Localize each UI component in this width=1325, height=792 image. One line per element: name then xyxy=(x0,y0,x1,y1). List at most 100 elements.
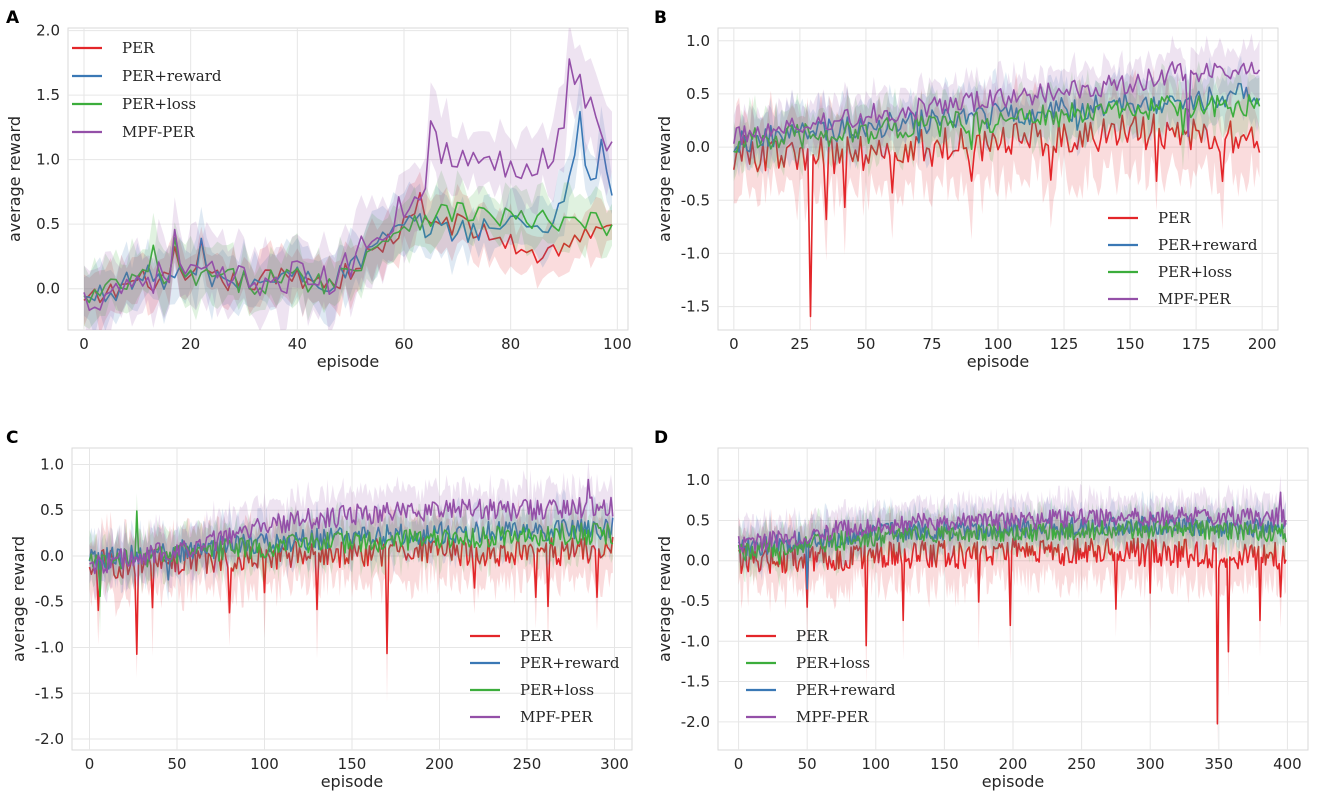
x-tick-label: 50 xyxy=(856,335,875,353)
x-tick-label: 350 xyxy=(1204,755,1233,773)
legend-label: MPF-PER xyxy=(122,123,195,141)
y-tick-label: 0.5 xyxy=(686,511,710,529)
panel-a: A 0 20 40 60 80 100 0.0 0.5 1.0 1.5 2.0 episode aver… xyxy=(5,8,632,371)
panel-d: D 0 50 100 150 200 250 300 350 400 -2.0 -1.5 -1.0 -0… xyxy=(654,428,1309,791)
series-group xyxy=(88,461,614,703)
series-band xyxy=(84,171,612,330)
series-group xyxy=(733,33,1261,330)
series-line xyxy=(737,537,1287,725)
x-tick-label: 300 xyxy=(1136,755,1165,773)
x-tick-label: 100 xyxy=(984,335,1013,353)
y-tick-label: 0.5 xyxy=(36,215,60,233)
series-band xyxy=(84,28,612,330)
x-tick-label: 175 xyxy=(1182,335,1211,353)
y-tick-label: -2.0 xyxy=(681,713,710,731)
series-line xyxy=(737,519,1287,565)
legend-label: PER+loss xyxy=(796,654,870,672)
y-tick-label: 0.0 xyxy=(686,552,710,570)
legend-label: PER+loss xyxy=(122,95,196,113)
x-axis-label: episode xyxy=(317,352,380,371)
series-band xyxy=(733,64,1260,330)
series-band xyxy=(738,496,1286,588)
y-tick-label: -1.5 xyxy=(35,684,64,702)
y-tick-label: -1.5 xyxy=(681,298,710,316)
y-tick-label: 0.0 xyxy=(686,138,710,156)
legend: PER PER+reward PER+loss MPF-PER xyxy=(470,627,620,726)
series-line xyxy=(733,94,1261,154)
y-tick-label: -0.5 xyxy=(681,592,710,610)
x-tick-label: 250 xyxy=(1067,755,1096,773)
panel-letter-a: A xyxy=(6,8,20,28)
x-tick-label: 200 xyxy=(1248,335,1277,353)
series-band xyxy=(89,461,613,603)
legend-label: PER xyxy=(796,627,829,645)
y-tick-label: 1.0 xyxy=(686,471,710,489)
y-tick-label: 0.0 xyxy=(40,547,64,565)
x-tick-label: 40 xyxy=(288,335,307,353)
legend-label: MPF-PER xyxy=(796,708,869,726)
x-tick-label: 150 xyxy=(338,755,367,773)
x-axis-label: episode xyxy=(321,772,384,791)
y-tick-label: 0.0 xyxy=(36,280,60,298)
x-tick-label: 60 xyxy=(394,335,413,353)
series-line xyxy=(88,510,614,598)
x-axis-label: episode xyxy=(967,352,1030,371)
panel-letter-d: D xyxy=(654,428,668,448)
x-tick-label: 100 xyxy=(603,335,632,353)
x-tick-label: 80 xyxy=(501,335,520,353)
legend-label: PER+reward xyxy=(122,67,222,85)
panel-letter-b: B xyxy=(654,8,667,28)
x-tick-label: 0 xyxy=(729,335,739,353)
y-tick-label: 0.5 xyxy=(40,501,64,519)
legend-label: PER xyxy=(122,39,155,57)
y-tick-label: -0.5 xyxy=(681,191,710,209)
y-tick-label: -0.5 xyxy=(35,593,64,611)
y-tick-label: -1.0 xyxy=(681,632,710,650)
legend-label: PER+reward xyxy=(1158,236,1258,254)
y-tick-label: 0.5 xyxy=(686,85,710,103)
y-tick-label: 1.0 xyxy=(40,455,64,473)
y-tick-label: 1.0 xyxy=(36,151,60,169)
panel-b: B 0 25 50 75 100 125 150 175 200 -1.5 -1.0 -0.5 0.0 0… xyxy=(654,8,1279,371)
series-band xyxy=(733,55,1260,181)
legend-label: PER+loss xyxy=(1158,263,1232,281)
x-tick-label: 0 xyxy=(79,335,89,353)
x-axis-label: episode xyxy=(982,772,1045,791)
x-tick-label: 25 xyxy=(790,335,809,353)
y-tick-label: -1.5 xyxy=(681,673,710,691)
x-tick-label: 75 xyxy=(922,335,941,353)
x-tick-label: 20 xyxy=(181,335,200,353)
x-tick-label: 200 xyxy=(425,755,454,773)
y-tick-label: -2.0 xyxy=(35,730,64,748)
y-axis-label: average reward xyxy=(9,536,28,662)
x-tick-label: 100 xyxy=(861,755,890,773)
y-tick-label: 1.0 xyxy=(686,32,710,50)
x-tick-label: 150 xyxy=(930,755,959,773)
series-line xyxy=(733,61,1261,146)
legend-label: PER+reward xyxy=(796,681,896,699)
y-axis-label: average reward xyxy=(5,116,24,242)
x-tick-label: 100 xyxy=(250,755,279,773)
x-tick-label: 0 xyxy=(734,755,744,773)
series-band xyxy=(89,493,613,636)
y-axis-label: average reward xyxy=(655,536,674,662)
x-tick-label: 50 xyxy=(167,755,186,773)
series-group xyxy=(737,474,1287,748)
series-line xyxy=(733,113,1261,318)
series-line xyxy=(737,491,1287,553)
y-axis-label: average reward xyxy=(655,116,674,242)
y-tick-label: -1.0 xyxy=(681,244,710,262)
panel-letter-c: C xyxy=(6,428,18,448)
legend: PER PER+loss PER+reward MPF-PER xyxy=(746,627,896,726)
series-line xyxy=(89,478,614,575)
legend-label: PER xyxy=(1158,209,1191,227)
x-tick-label: 50 xyxy=(798,755,817,773)
x-tick-label: 250 xyxy=(513,755,542,773)
y-tick-label: 1.5 xyxy=(36,86,60,104)
series-group xyxy=(83,28,613,330)
series-band xyxy=(84,170,612,330)
panel-c: C 0 50 100 150 200 250 300 -2.0 -1.5 -1.0 -0.5 0.0 0… xyxy=(6,428,633,791)
x-tick-label: 0 xyxy=(85,755,95,773)
y-tick-label: -1.0 xyxy=(35,639,64,657)
